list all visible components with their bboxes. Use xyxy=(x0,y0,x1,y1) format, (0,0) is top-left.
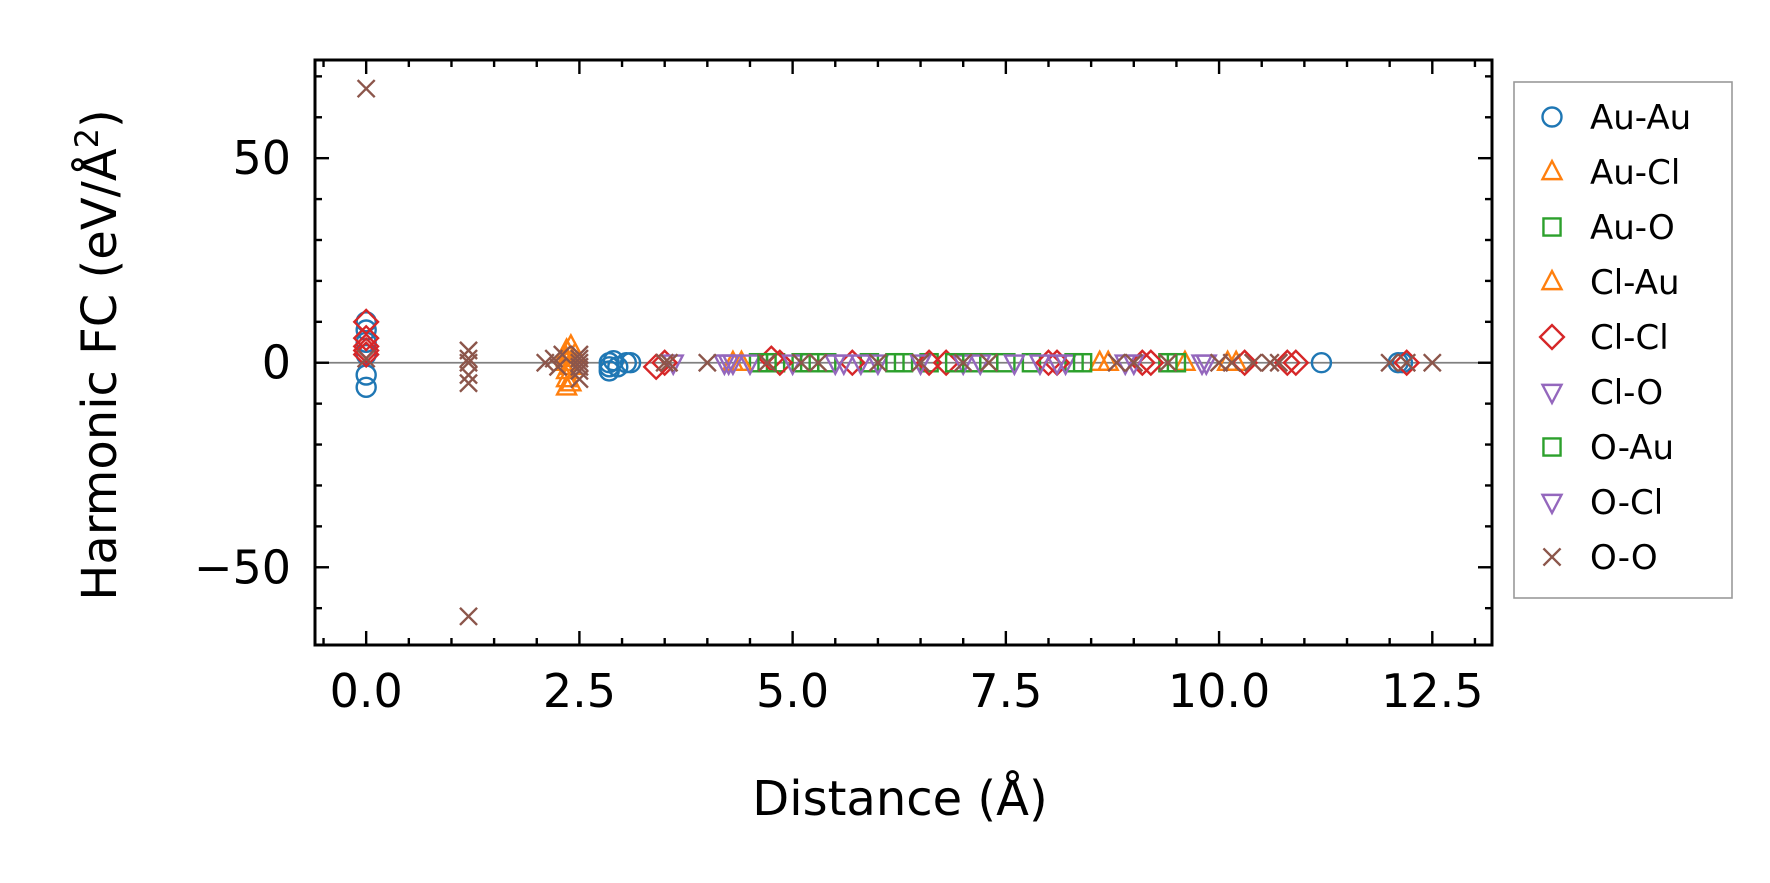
data-point xyxy=(757,353,777,373)
y-axis-label-end: ) xyxy=(72,109,128,128)
data-point xyxy=(1310,352,1333,374)
legend-label: Au-Au xyxy=(1590,98,1691,138)
legend-marker xyxy=(1538,323,1566,351)
data-point xyxy=(355,311,377,333)
legend-marker xyxy=(1541,106,1563,128)
x-tick-label: 10.0 xyxy=(1168,664,1270,718)
x-tick-label: 2.5 xyxy=(543,664,616,718)
legend-label: Cl-O xyxy=(1590,373,1663,413)
data-point xyxy=(1393,349,1421,377)
x-tick-label: 7.5 xyxy=(969,664,1042,718)
x-tick-label: 0.0 xyxy=(330,664,403,718)
data-point xyxy=(1422,353,1442,373)
legend-label: O-Cl xyxy=(1590,483,1663,523)
legend-label: Cl-Au xyxy=(1590,263,1680,303)
y-tick-label: 50 xyxy=(232,131,291,185)
legend-label: Au-O xyxy=(1590,208,1675,248)
data-point xyxy=(1045,354,1069,377)
data-point xyxy=(619,352,642,374)
plot-frame xyxy=(313,58,1494,647)
data-point xyxy=(659,353,679,373)
x-tick-label: 5.0 xyxy=(756,664,829,718)
y-tick-label: 0 xyxy=(262,336,291,390)
data-point xyxy=(738,354,762,377)
data-point xyxy=(356,79,376,99)
data-point xyxy=(1107,353,1127,373)
data-point xyxy=(979,352,999,373)
data-point xyxy=(717,354,741,377)
data-point xyxy=(1269,353,1289,373)
x-axis-label: Distance (Å) xyxy=(752,770,1047,827)
data-point xyxy=(1282,349,1310,377)
data-point xyxy=(1391,352,1414,374)
data-point xyxy=(849,354,873,377)
legend-marker xyxy=(1542,437,1562,457)
data-point xyxy=(1002,354,1026,377)
y-axis-label-sup: 2 xyxy=(68,128,106,148)
data-point xyxy=(1243,353,1263,373)
data-point xyxy=(352,336,380,365)
legend-marker xyxy=(1540,383,1564,406)
y-axis-label-main: Harmonic FC (eV/Å xyxy=(71,148,128,601)
legend-label: Cl-Cl xyxy=(1590,318,1669,358)
ticks xyxy=(315,60,1492,645)
data-point xyxy=(1072,352,1093,373)
y-axis-label: Harmonic FC (eV/Å2) xyxy=(68,109,128,601)
data-point xyxy=(1194,354,1218,377)
legend-marker xyxy=(1540,158,1564,181)
data-point xyxy=(570,349,589,369)
data-point xyxy=(697,353,717,373)
plot-layer: 0.0 2.5 5.0 7.5 10.0 12.5 −50 0 50 xyxy=(194,58,1494,718)
data-point xyxy=(355,376,377,398)
data-point xyxy=(570,345,589,364)
series-o-o xyxy=(356,79,1442,626)
legend-label: Au-Cl xyxy=(1590,153,1680,193)
data-point xyxy=(655,353,675,373)
data-point xyxy=(823,354,847,377)
x-tick-label: 12.5 xyxy=(1381,664,1483,718)
data-point xyxy=(570,353,589,373)
data-point xyxy=(459,349,478,369)
data-point xyxy=(885,352,905,373)
data-point xyxy=(355,343,377,366)
data-point xyxy=(602,349,625,372)
data-point xyxy=(1021,352,1042,373)
data-point xyxy=(1028,354,1052,377)
data-point xyxy=(791,353,811,373)
data-point xyxy=(459,606,478,626)
legend-label: O-Au xyxy=(1590,428,1674,468)
data-point xyxy=(808,353,828,373)
y-tick-label: −50 xyxy=(194,540,291,594)
data-point xyxy=(1260,353,1280,373)
legend-marker xyxy=(1542,547,1562,567)
data-point xyxy=(1158,353,1178,373)
legend-marker xyxy=(1540,493,1564,516)
data-point xyxy=(1397,353,1417,373)
data-point xyxy=(459,373,478,393)
data-point xyxy=(352,324,380,352)
data-point xyxy=(1222,353,1242,373)
legend-label: O-O xyxy=(1590,538,1658,578)
data-point xyxy=(352,308,380,336)
data-point xyxy=(1273,349,1301,377)
data-point xyxy=(757,352,777,373)
data-point xyxy=(1124,353,1144,373)
data-point xyxy=(909,354,933,377)
data-point xyxy=(356,349,376,369)
legend: Au-Au Au-Cl Au-O Cl-Au Cl-Cl Cl-O O-Au O-Cl O-O xyxy=(1513,81,1733,599)
data-point xyxy=(979,353,999,373)
data-point xyxy=(866,354,890,377)
data-point xyxy=(1380,353,1400,373)
legend-marker xyxy=(1542,217,1562,237)
series-au-au xyxy=(355,311,1414,398)
legend-marker xyxy=(1540,268,1564,291)
data-point xyxy=(868,353,888,373)
data-point xyxy=(459,341,478,360)
data-point xyxy=(953,353,973,373)
data-point xyxy=(548,357,568,377)
data-point xyxy=(911,353,930,373)
data-point xyxy=(552,345,572,364)
data-point xyxy=(355,364,377,386)
